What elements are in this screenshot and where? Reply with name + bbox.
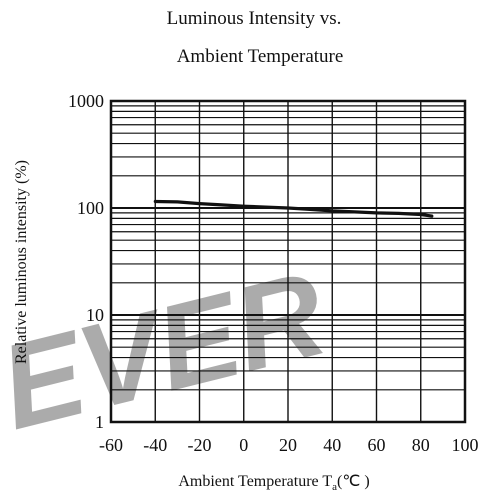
x-axis-label-suffix: (℃ ) — [337, 473, 370, 490]
plot-frame — [109, 99, 467, 424]
x-axis-label-subscript: a — [332, 481, 337, 493]
y-tick-label: 1000 — [68, 91, 104, 111]
chart-title-line-1: Luminous Intensity vs. — [167, 8, 342, 29]
y-tick-label: 1 — [95, 412, 104, 432]
x-tick-label: 0 — [239, 435, 248, 455]
watermark-text: EVER — [0, 246, 337, 455]
series-layer — [153, 199, 434, 218]
tick-labels: -60 -40 -20 0 20 40 60 80 100 1 10 100 1000 — [68, 91, 479, 455]
x-tick-label: -40 — [143, 435, 167, 455]
x-tick-label: 80 — [412, 435, 430, 455]
x-tick-label: -60 — [99, 435, 123, 455]
x-tick-label: 100 — [452, 435, 479, 455]
x-tick-label: 60 — [368, 435, 386, 455]
x-tick-label: 20 — [279, 435, 297, 455]
y-tick-label: 10 — [86, 305, 104, 325]
x-axis-label-prefix: Ambient Temperature T — [178, 473, 332, 490]
x-axis-label: Ambient Temperature Ta(℃ ) — [178, 473, 369, 493]
y-axis-label: Relative luminous intensity (%) — [13, 160, 30, 364]
chart-title-line-2: Ambient Temperature — [177, 46, 344, 67]
y-tick-label: 100 — [77, 198, 104, 218]
x-tick-label: 40 — [323, 435, 341, 455]
grid — [110, 101, 466, 423]
series-line — [153, 199, 434, 218]
x-tick-label: -20 — [188, 435, 212, 455]
